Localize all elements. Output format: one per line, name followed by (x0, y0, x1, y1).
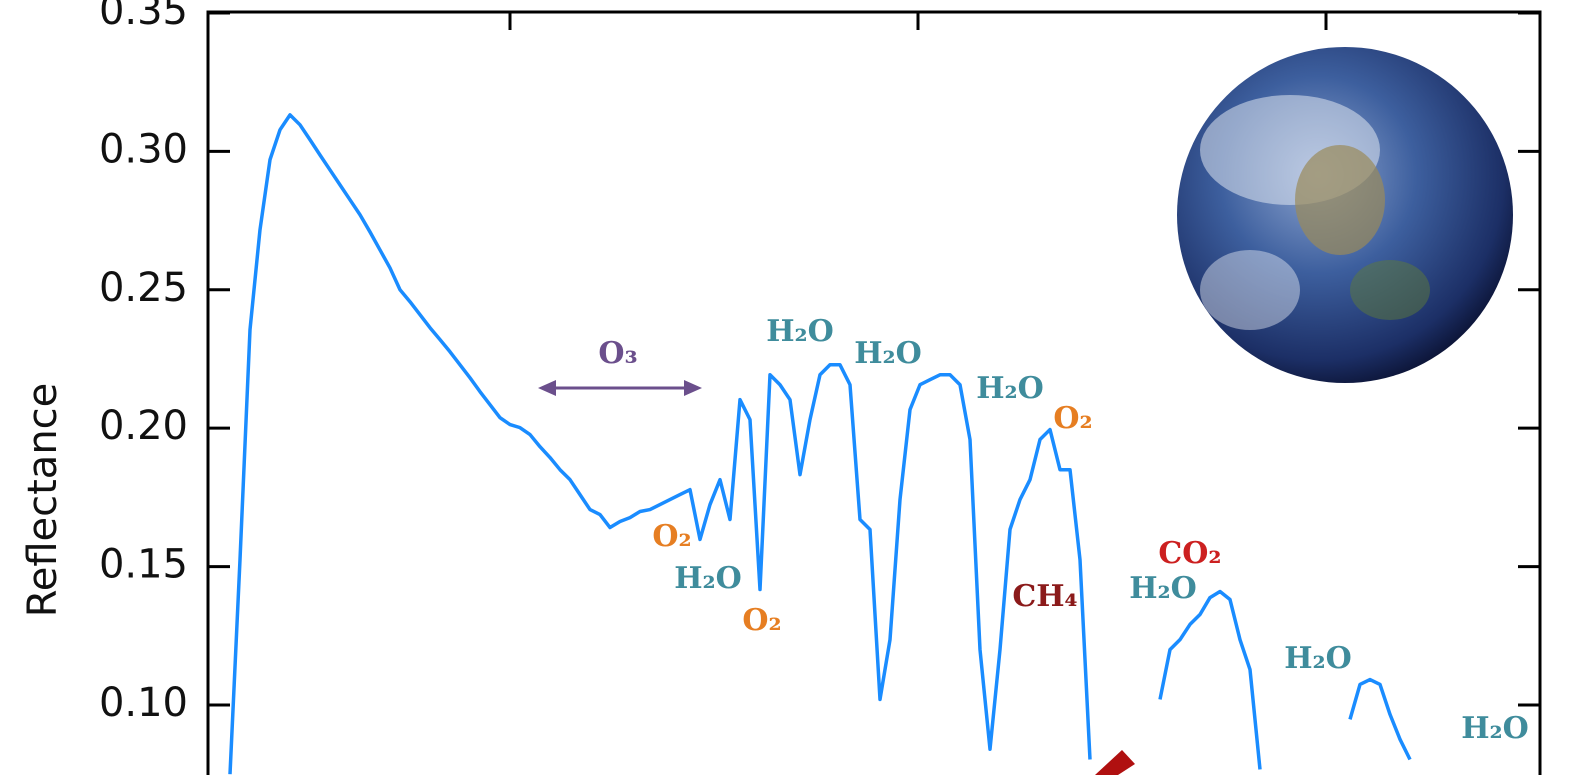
annotation: H₂O (1129, 571, 1197, 606)
annotation: O₂ (742, 603, 781, 638)
o3-arrow (538, 380, 702, 396)
annotation: O₂ (652, 519, 691, 554)
spectrum-line (228, 113, 1412, 775)
arrow-fragment (1095, 750, 1135, 775)
y-tick-label: 0.10 (99, 680, 188, 726)
earth-image (1177, 47, 1513, 383)
annotation: O₂ (1053, 401, 1092, 436)
y-tick-label: 0.35 (99, 0, 188, 34)
y-axis-label: Reflectance (20, 383, 66, 618)
annotation: H₂O (854, 336, 922, 371)
annotation: H₂O (674, 561, 742, 596)
annotation: O₃ (598, 336, 637, 371)
top-ticks (508, 12, 1328, 30)
annotation: H₂O (1284, 641, 1352, 676)
y-tick-label: 0.20 (99, 403, 188, 449)
annotation: CH₄ (1012, 579, 1077, 614)
annotation: H₂O (766, 314, 834, 349)
axis-frame (206, 10, 1542, 775)
y-tick-label: 0.15 (99, 542, 188, 588)
y-tick-label: 0.25 (99, 265, 188, 311)
y-tick-label: 0.30 (99, 126, 188, 172)
annotation: H₂O (1461, 711, 1529, 746)
annotation: CO₂ (1158, 536, 1221, 571)
annotation: H₂O (976, 371, 1044, 406)
